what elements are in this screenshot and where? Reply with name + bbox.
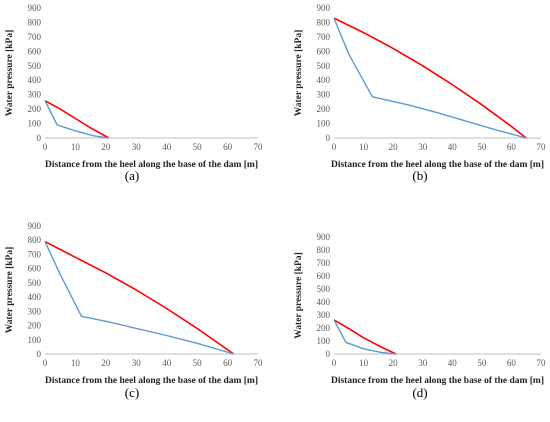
y-tick-label: 800 <box>28 235 42 245</box>
x-tick-label: 40 <box>448 142 458 152</box>
y-tick-label: 0 <box>326 349 331 359</box>
y-tick-label: 800 <box>317 17 331 27</box>
y-tick-label: 400 <box>317 297 331 307</box>
panel-label: (b) <box>412 168 427 183</box>
x-tick-label: 50 <box>193 142 203 152</box>
y-tick-label: 300 <box>317 90 331 100</box>
x-tick-label: 20 <box>389 142 399 152</box>
y-tick-label: 100 <box>317 336 331 346</box>
x-tick-label: 20 <box>389 358 399 368</box>
x-tick-label: 40 <box>162 142 172 152</box>
x-tick-label: 20 <box>101 142 111 152</box>
x-tick-label: 50 <box>477 358 487 368</box>
y-tick-label: 700 <box>28 32 42 42</box>
x-tick-label: 60 <box>507 142 517 152</box>
y-axis-title: Water pressure [kPa] <box>5 247 15 334</box>
y-tick-label: 100 <box>28 119 42 129</box>
y-tick-label: 800 <box>28 17 42 27</box>
chart-panel-3: 0 100 200 300 400 500 600 700 800 900 0 10 20 30 40 50 6… <box>5 221 263 386</box>
panel-label: (a) <box>125 168 139 183</box>
x-tick-label: 70 <box>537 358 547 368</box>
x-tick-label: 30 <box>132 142 142 152</box>
y-axis-title: Water pressure [kPa] <box>5 30 15 117</box>
y-tick-label: 800 <box>317 245 331 255</box>
x-tick-label: 50 <box>193 358 203 368</box>
series-line-blue <box>333 319 397 355</box>
y-tick-label: 700 <box>317 258 331 268</box>
x-axis-title: Distance from the heel along the base of… <box>331 376 544 386</box>
x-tick-label: 70 <box>537 142 547 152</box>
y-tick-label: 600 <box>28 46 42 56</box>
y-tick-label: 300 <box>317 310 331 320</box>
x-tick-label: 10 <box>359 358 369 368</box>
y-tick-label: 600 <box>28 264 42 274</box>
y-tick-label: 300 <box>28 90 42 100</box>
series-line-blue <box>44 241 234 355</box>
y-tick-label: 500 <box>317 61 331 71</box>
y-axis-title: Water pressure [kPa] <box>294 252 304 339</box>
y-tick-label: 700 <box>28 249 42 259</box>
y-tick-label: 0 <box>326 133 331 143</box>
y-tick-label: 500 <box>317 284 331 294</box>
series-line-red <box>44 240 235 355</box>
y-tick-label: 500 <box>28 61 42 71</box>
y-tick-label: 0 <box>37 349 42 359</box>
x-tick-label: 60 <box>507 358 517 368</box>
y-tick-label: 300 <box>28 306 42 316</box>
x-axis-title: Distance from the heel along the base of… <box>45 160 258 170</box>
y-tick-label: 600 <box>317 46 331 56</box>
y-tick-label: 200 <box>28 104 42 114</box>
x-tick-label: 10 <box>359 142 369 152</box>
series-line-red <box>333 319 397 355</box>
x-axis-title: Distance from the heel along the base of… <box>45 376 258 386</box>
y-tick-label: 200 <box>317 323 331 333</box>
series-line-blue <box>44 100 110 139</box>
x-tick-label: 30 <box>132 358 142 368</box>
panel-label: (d) <box>412 385 427 400</box>
chart-panel-1: 0 100 200 300 400 500 600 700 800 900 0 10 20 30 40 50 6… <box>5 3 263 170</box>
y-tick-label: 500 <box>28 278 42 288</box>
x-tick-label: 0 <box>43 358 48 368</box>
series-line-blue <box>333 17 527 139</box>
y-tick-label: 400 <box>317 75 331 85</box>
y-tick-label: 200 <box>28 321 42 331</box>
x-tick-label: 40 <box>162 358 172 368</box>
y-tick-label: 900 <box>28 3 42 13</box>
x-tick-label: 70 <box>254 142 264 152</box>
x-tick-label: 60 <box>223 358 233 368</box>
y-tick-label: 900 <box>317 232 331 242</box>
x-axis-title: Distance from the heel along the base of… <box>331 160 544 170</box>
series-line-red <box>44 99 110 139</box>
x-tick-label: 20 <box>101 358 111 368</box>
x-tick-label: 0 <box>332 142 337 152</box>
chart-panel-2: 0 100 200 300 400 500 600 700 800 900 0 10 20 30 40 50 6… <box>294 3 546 170</box>
x-tick-label: 40 <box>448 358 458 368</box>
x-tick-label: 0 <box>43 142 48 152</box>
x-tick-label: 50 <box>477 142 487 152</box>
x-tick-label: 60 <box>223 142 233 152</box>
y-tick-label: 200 <box>317 104 331 114</box>
y-tick-label: 900 <box>28 221 42 231</box>
y-axis-title: Water pressure [kPa] <box>294 30 304 117</box>
x-tick-label: 30 <box>418 142 428 152</box>
y-tick-label: 400 <box>28 75 42 85</box>
x-tick-label: 30 <box>418 358 428 368</box>
y-tick-label: 0 <box>37 133 42 143</box>
x-tick-label: 70 <box>254 358 264 368</box>
y-tick-label: 700 <box>317 32 331 42</box>
y-tick-label: 100 <box>317 119 331 129</box>
y-tick-label: 100 <box>28 335 42 345</box>
y-tick-label: 600 <box>317 271 331 281</box>
y-tick-label: 900 <box>317 3 331 13</box>
x-tick-label: 10 <box>71 142 81 152</box>
chart-panel-4: 0 100 200 300 400 500 600 700 800 900 0 10 20 30 40 50 6… <box>294 232 546 386</box>
y-tick-label: 400 <box>28 292 42 302</box>
x-tick-label: 0 <box>332 358 337 368</box>
panel-label: (c) <box>125 385 139 400</box>
x-tick-label: 10 <box>71 358 81 368</box>
series-line-red <box>333 17 527 139</box>
